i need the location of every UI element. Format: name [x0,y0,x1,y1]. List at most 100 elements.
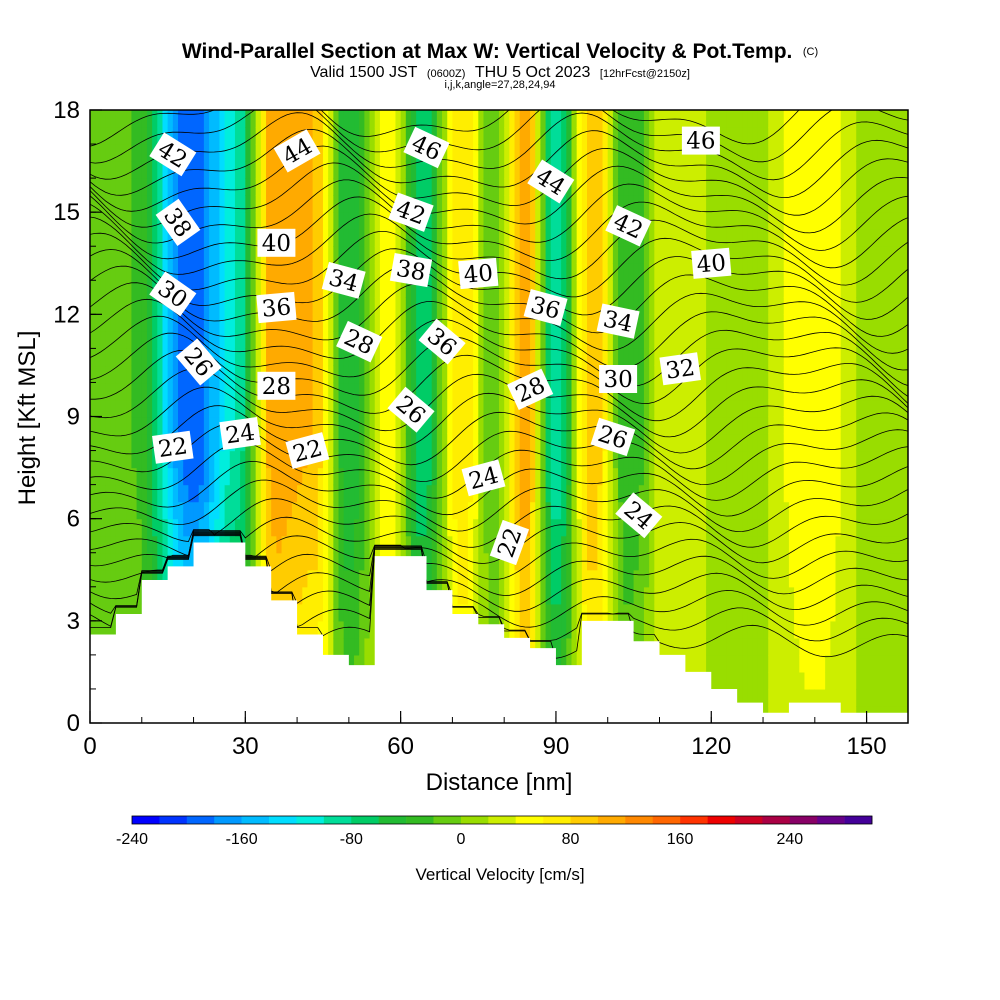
w-cell [788,263,795,281]
w-cell [328,178,334,196]
w-cell [643,127,650,145]
w-cell [291,518,298,537]
w-cell [555,620,562,639]
w-cell [680,382,686,401]
chart-subtitle: Valid 1500 JST (0600Z) THU 5 Oct 2023 [1… [310,64,690,81]
w-cell [245,314,252,332]
w-cell [131,365,138,384]
w-cell [100,603,107,622]
w-cell [302,501,309,520]
w-cell [680,450,686,469]
w-cell [763,246,769,264]
w-cell [452,484,459,503]
w-cell [514,365,521,384]
w-cell [297,263,303,281]
w-cell [804,382,811,401]
w-cell [214,450,221,469]
w-cell [110,348,117,367]
w-cell [509,620,516,639]
w-cell [555,501,562,520]
w-cell [576,382,583,401]
w-cell [193,416,200,435]
w-cell [721,586,728,605]
w-cell [157,246,164,264]
w-cell [302,467,309,486]
w-cell [566,382,573,401]
w-cell [95,535,101,554]
w-cell [229,382,236,401]
w-cell [763,501,769,520]
w-cell [395,297,402,315]
w-cell [297,416,303,435]
w-cell [773,161,780,179]
w-cell [488,518,495,537]
w-cell [245,484,252,503]
w-cell [250,161,257,179]
w-cell [312,535,319,554]
w-cell [602,348,609,367]
w-cell [167,348,174,367]
w-cell [146,178,153,196]
w-cell [587,280,593,298]
w-cell [726,195,733,213]
w-cell [618,484,624,503]
w-cell [338,399,345,418]
w-cell [592,178,598,196]
w-cell [291,467,298,486]
w-cell [322,127,329,145]
w-cell [203,501,210,520]
copyright-mark: (C) [803,46,818,58]
w-cell [297,178,303,196]
w-cell [680,518,686,537]
w-cell [711,484,718,503]
w-cell [555,569,562,588]
w-cell [333,348,340,367]
w-cell [483,297,490,315]
w-cell [726,365,733,384]
w-cell [804,586,811,605]
w-cell [90,144,96,162]
w-cell [680,161,686,179]
w-cell [576,229,583,247]
w-cell [737,297,743,315]
w-cell [447,195,454,213]
w-cell [410,484,417,503]
w-cell [276,314,283,332]
w-cell [250,297,257,315]
w-cell [452,178,459,196]
w-cell [121,552,127,571]
w-cell [612,501,619,520]
w-cell [369,297,376,315]
w-cell [136,552,143,571]
w-cell [566,161,573,179]
w-cell [664,467,671,486]
w-cell [121,314,127,332]
w-cell [711,586,718,605]
w-cell [587,382,593,401]
w-cell [742,484,749,503]
w-cell [711,569,718,588]
w-cell [700,518,707,537]
w-cell [188,229,195,247]
w-cell [209,450,215,469]
w-cell [379,467,386,486]
w-cell [592,535,598,554]
w-cell [146,144,153,162]
w-cell [742,688,749,707]
w-cell [685,263,692,281]
w-cell [576,433,583,452]
w-cell [90,603,96,622]
w-cell [354,382,360,401]
w-cell [354,195,360,213]
w-cell [530,246,536,264]
w-cell [209,178,215,196]
w-cell [535,501,542,520]
w-cell [219,161,226,179]
w-cell [602,331,609,349]
w-cell [488,365,495,384]
w-cell [721,416,728,435]
w-cell [281,416,288,435]
w-cell [457,552,464,571]
w-cell [395,382,402,401]
w-cell [768,280,774,298]
